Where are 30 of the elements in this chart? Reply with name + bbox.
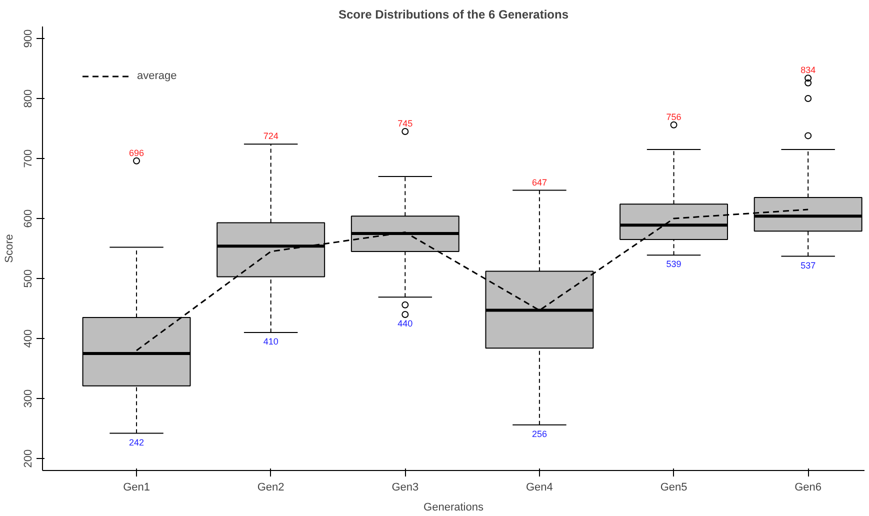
annotation: 537 xyxy=(800,260,816,270)
y-tick-label: 400 xyxy=(22,329,34,348)
annotation: 834 xyxy=(800,65,816,76)
annotation: 256 xyxy=(532,428,547,439)
annotation: 724 xyxy=(263,131,278,142)
annotation: 756 xyxy=(666,112,682,122)
y-tick-label: 700 xyxy=(22,149,34,168)
x-tick-label: Gen4 xyxy=(526,482,553,494)
chart-title: Score Distributions of the 6 Generations xyxy=(338,8,569,22)
x-tick-label: Gen5 xyxy=(660,482,688,494)
x-tick-label: Gen2 xyxy=(257,482,284,494)
y-tick-label: 600 xyxy=(22,209,34,228)
legend-label: average xyxy=(137,70,177,82)
annotation: 745 xyxy=(398,118,413,128)
x-tick-label: Gen6 xyxy=(794,482,822,494)
annotation: 647 xyxy=(532,177,547,188)
x-tick-label: Gen1 xyxy=(123,482,150,494)
y-axis-title: Score xyxy=(4,234,16,263)
x-tick-label: Gen3 xyxy=(392,482,419,494)
annotation: 539 xyxy=(666,259,682,270)
x-axis-title: Generations xyxy=(424,502,484,514)
annotation: 440 xyxy=(398,318,413,328)
y-tick-label: 800 xyxy=(22,89,34,108)
annotation: 410 xyxy=(263,336,278,346)
y-tick-label: 500 xyxy=(22,269,34,288)
y-tick-label: 300 xyxy=(22,389,34,408)
annotation: 242 xyxy=(129,437,144,448)
y-tick-label: 200 xyxy=(22,449,34,468)
y-tick-label: 900 xyxy=(22,29,34,48)
annotation: 696 xyxy=(129,148,144,158)
